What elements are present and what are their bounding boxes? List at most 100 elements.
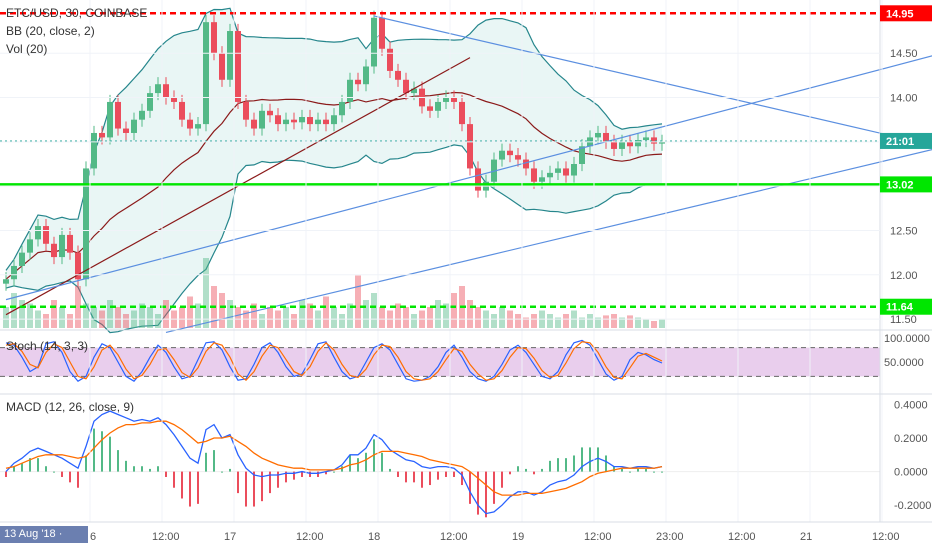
macd-histogram-bar xyxy=(53,471,55,473)
volume-bar xyxy=(355,275,361,328)
volume-bar xyxy=(339,314,345,328)
indicator-bb-label: BB (20, close, 2) xyxy=(6,24,95,38)
stoch-pane[interactable] xyxy=(0,339,880,382)
candle-body xyxy=(123,128,129,133)
candle-body xyxy=(523,159,529,169)
volume-bar xyxy=(379,307,385,328)
candle-body xyxy=(179,101,185,120)
macd-histogram-bar xyxy=(589,447,591,472)
volume-bar xyxy=(595,317,601,328)
macd-histogram-bar xyxy=(509,471,511,475)
macd-histogram-bar xyxy=(581,447,583,472)
price-level-badge xyxy=(880,5,932,22)
volume-bar xyxy=(203,258,209,328)
candle-body xyxy=(659,141,665,144)
volume-bar xyxy=(179,307,185,328)
macd-histogram-bar xyxy=(605,455,607,472)
macd-histogram-bar xyxy=(613,466,615,472)
candle-body xyxy=(275,115,281,125)
candle-body xyxy=(195,124,201,129)
macd-histogram-bar xyxy=(181,471,183,499)
macd-histogram-bar xyxy=(517,466,519,472)
volume-bar xyxy=(219,293,225,328)
macd-histogram-bar xyxy=(149,468,151,472)
macd-histogram-bar xyxy=(637,468,639,472)
macd-histogram-bar xyxy=(365,452,367,472)
macd-line xyxy=(5,410,663,515)
candle-body xyxy=(115,101,121,129)
macd-histogram-bar xyxy=(93,428,95,472)
volume-bar xyxy=(515,314,521,328)
chart-title: ETC/USD, 30, COINBASE xyxy=(6,6,148,20)
candle-body xyxy=(651,137,657,144)
candle-body xyxy=(323,119,329,125)
macd-histogram-bar xyxy=(173,471,175,488)
volume-bar xyxy=(659,319,665,328)
time-tick-label: 17 xyxy=(224,531,236,543)
volume-bar xyxy=(443,303,449,328)
candle-body xyxy=(531,168,537,182)
volume-bar xyxy=(403,307,409,328)
bb-lower-line xyxy=(5,144,662,334)
macd-histogram-bar xyxy=(69,471,71,483)
volume-bar xyxy=(307,303,313,328)
macd-histogram-bar xyxy=(565,458,567,472)
macd-line xyxy=(5,420,663,496)
macd-histogram-bar xyxy=(421,471,423,488)
bb-fill xyxy=(6,8,662,333)
candle-body xyxy=(107,101,113,138)
price-pane[interactable] xyxy=(0,7,932,334)
volume-bar xyxy=(651,321,657,328)
volume-bar xyxy=(123,314,129,328)
volume-bar xyxy=(43,314,49,328)
volume-bar xyxy=(19,300,25,328)
volume-bar xyxy=(427,307,433,328)
macd-histogram-bar xyxy=(221,471,223,473)
volume-bar xyxy=(75,286,81,328)
candle-body xyxy=(539,177,545,182)
macd-histogram-bar xyxy=(645,468,647,472)
volume-bar xyxy=(435,300,441,328)
price-level-label: 13.02 xyxy=(886,179,914,191)
volume-bar xyxy=(619,317,625,328)
candle-body xyxy=(251,119,257,129)
price-level-badge xyxy=(880,176,932,193)
candle-body xyxy=(563,168,569,176)
candle-body xyxy=(315,119,321,125)
macd-tick-label: 0.4000 xyxy=(894,399,928,411)
candle-body xyxy=(595,132,601,138)
volume-bar xyxy=(299,300,305,328)
macd-histogram-bar xyxy=(125,460,127,472)
macd-pane[interactable] xyxy=(0,410,880,518)
volume-bar xyxy=(291,314,297,328)
time-tick-label: 21 xyxy=(800,531,812,543)
time-tick-label: 18 xyxy=(368,531,380,543)
macd-histogram-bar xyxy=(661,471,663,473)
volume-bar xyxy=(27,303,33,328)
price-tick-label: 14.00 xyxy=(890,93,918,105)
macd-histogram-bar xyxy=(261,471,263,502)
macd-histogram-bar xyxy=(237,471,239,494)
macd-histogram-bar xyxy=(525,468,527,472)
candle-body xyxy=(75,252,81,280)
macd-histogram-bar xyxy=(501,471,503,488)
macd-histogram-bar xyxy=(493,471,495,504)
time-tick-label: 12:00 xyxy=(296,531,324,543)
candle-body xyxy=(603,132,609,142)
macd-histogram-bar xyxy=(349,455,351,472)
macd-histogram-bar xyxy=(309,471,311,477)
macd-histogram-bar xyxy=(21,463,23,472)
macd-histogram-bar xyxy=(597,447,599,472)
candle-body xyxy=(339,101,345,116)
macd-histogram-bar xyxy=(85,455,87,472)
candle-body xyxy=(643,137,649,141)
macd-histogram-bar xyxy=(389,468,391,472)
candle-body xyxy=(555,168,561,173)
candle-body xyxy=(19,252,25,266)
bb-upper-line xyxy=(5,7,663,271)
candle-body xyxy=(355,79,361,85)
macd-histogram-bar xyxy=(341,466,343,472)
candle-body xyxy=(155,84,161,94)
volume-bar xyxy=(91,307,97,328)
